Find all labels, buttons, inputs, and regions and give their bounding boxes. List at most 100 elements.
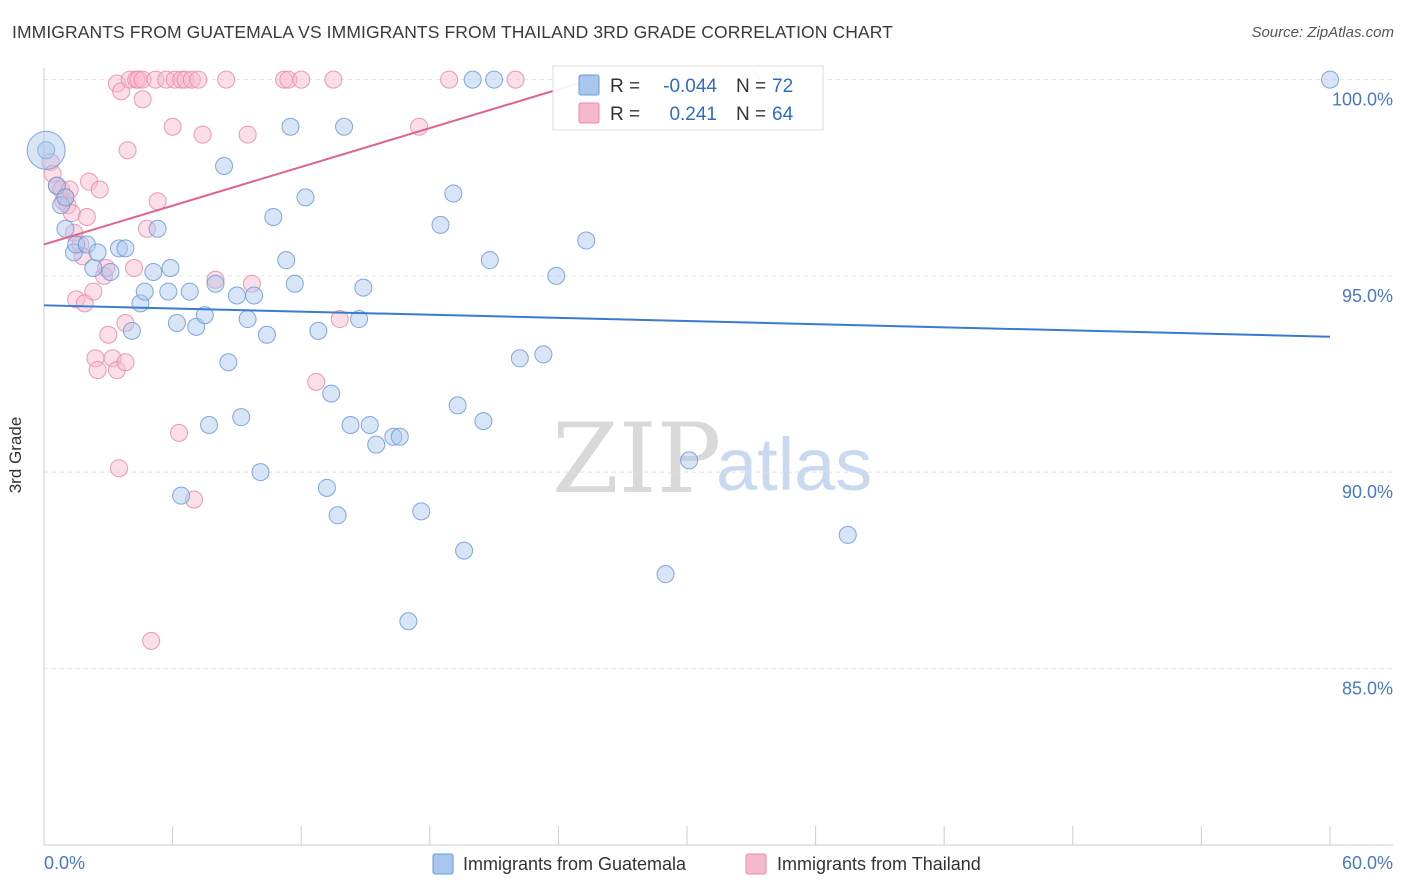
scatter-point	[277, 251, 296, 270]
scatter-point	[41, 153, 60, 172]
trend-line-thailand	[43, 78, 591, 246]
y-tick-label: 100.0%	[1332, 90, 1393, 110]
scatter-point	[534, 345, 553, 364]
scatter-point	[510, 349, 529, 368]
scatter-point	[292, 70, 311, 89]
scatter-point	[172, 486, 191, 505]
scatter-point	[354, 278, 373, 297]
scatter-point	[161, 259, 180, 278]
scatter-point	[656, 565, 675, 584]
stats-r-label-thailand: R =	[610, 104, 640, 125]
legend-label-thailand: Immigrants from Thailand	[777, 854, 981, 874]
scatter-point	[206, 270, 225, 289]
scatter-point	[242, 274, 261, 293]
scatter-point	[116, 353, 135, 372]
scatter-point	[680, 451, 699, 470]
scatter-point	[67, 235, 86, 254]
stats-n-value-thailand: 64	[772, 104, 794, 125]
scatter-point	[116, 239, 135, 258]
scatter-point	[182, 70, 201, 89]
legend-item-thailand[interactable]: Immigrants from Thailand	[745, 853, 981, 875]
scatter-point	[135, 282, 154, 301]
stats-r-value-guatemala: -0.044	[663, 76, 717, 97]
scatter-point	[838, 525, 857, 544]
scatter-point	[176, 70, 195, 89]
scatter-point	[412, 502, 431, 521]
scatter-point	[324, 70, 343, 89]
scatter-point-large	[26, 130, 66, 170]
scatter-point	[360, 416, 379, 435]
scatter-point	[195, 306, 214, 325]
scatter-point	[189, 70, 208, 89]
scatter-point	[77, 208, 96, 226]
scatter-point	[367, 435, 386, 454]
scatter-point	[163, 117, 182, 136]
gridlines	[44, 79, 1393, 669]
scatter-point	[88, 361, 107, 380]
scatter-point	[1321, 70, 1339, 89]
scatter-point	[431, 215, 450, 234]
scatter-point	[67, 290, 86, 309]
watermark-zip: ZIP	[552, 403, 721, 515]
scatter-point	[440, 70, 459, 89]
stats-n-label-guatemala: N =	[736, 76, 766, 97]
legend-item-guatemala[interactable]: Immigrants from Guatemala	[432, 853, 687, 875]
stats-swatch-thailand	[578, 102, 600, 124]
y-tick-labels: 100.0% 95.0% 90.0% 85.0%	[1332, 90, 1393, 699]
scatter-point	[279, 70, 298, 89]
y-tick-label: 85.0%	[1342, 678, 1393, 698]
series-thailand-points	[41, 70, 525, 650]
legend-swatch-thailand	[745, 853, 767, 875]
scatter-point	[144, 262, 163, 281]
scatter-point	[133, 70, 152, 89]
scatter-point	[330, 310, 349, 329]
scatter-point	[296, 188, 315, 207]
scatter-point	[341, 416, 360, 435]
watermark: ZIP atlas	[552, 403, 872, 515]
x-tick-label-min: 0.0%	[44, 853, 85, 873]
scatter-point	[167, 313, 186, 332]
scatter-point	[37, 141, 56, 160]
series-guatemala-points	[26, 70, 1339, 631]
scatter-point	[146, 70, 165, 89]
scatter-point	[148, 192, 167, 211]
scatter-point	[73, 247, 92, 266]
scatter-point	[206, 274, 225, 293]
stats-r-label-guatemala: R =	[610, 76, 640, 97]
scatter-point	[506, 70, 525, 89]
scatter-point	[251, 463, 270, 482]
scatter-point	[390, 427, 409, 446]
scatter-point	[350, 310, 369, 329]
scatter-point	[56, 188, 75, 207]
scatter-point	[110, 459, 129, 478]
scatter-point	[227, 286, 246, 305]
scatter-point	[125, 259, 144, 278]
trend-line-guatemala	[43, 304, 1331, 338]
scatter-point	[122, 321, 141, 340]
scatter-point	[577, 231, 596, 250]
scatter-point	[180, 282, 199, 301]
scatter-point	[399, 612, 418, 631]
stats-n-label-thailand: N =	[736, 104, 766, 125]
scatter-point	[547, 266, 566, 285]
scatter-point	[232, 408, 251, 427]
stats-swatch-guatemala	[578, 74, 600, 96]
y-tick-label: 90.0%	[1342, 482, 1393, 502]
watermark-atlas: atlas	[716, 423, 872, 506]
scatter-point	[448, 396, 467, 415]
legend-label-guatemala: Immigrants from Guatemala	[463, 854, 687, 874]
scatter-point	[133, 90, 152, 109]
x-tick-label-max: 60.0%	[1342, 853, 1393, 873]
scatter-point	[285, 274, 304, 293]
scatter-point	[257, 325, 276, 344]
scatter-point	[485, 70, 504, 89]
scatter-point	[317, 478, 336, 497]
stats-r-value-thailand: 0.241	[669, 104, 717, 125]
scatter-point	[444, 184, 463, 203]
scatter-point	[84, 259, 103, 278]
scatter-point	[281, 117, 300, 136]
scatter-point	[328, 506, 347, 525]
scatter-point	[322, 384, 341, 403]
scatter-point	[480, 251, 499, 270]
